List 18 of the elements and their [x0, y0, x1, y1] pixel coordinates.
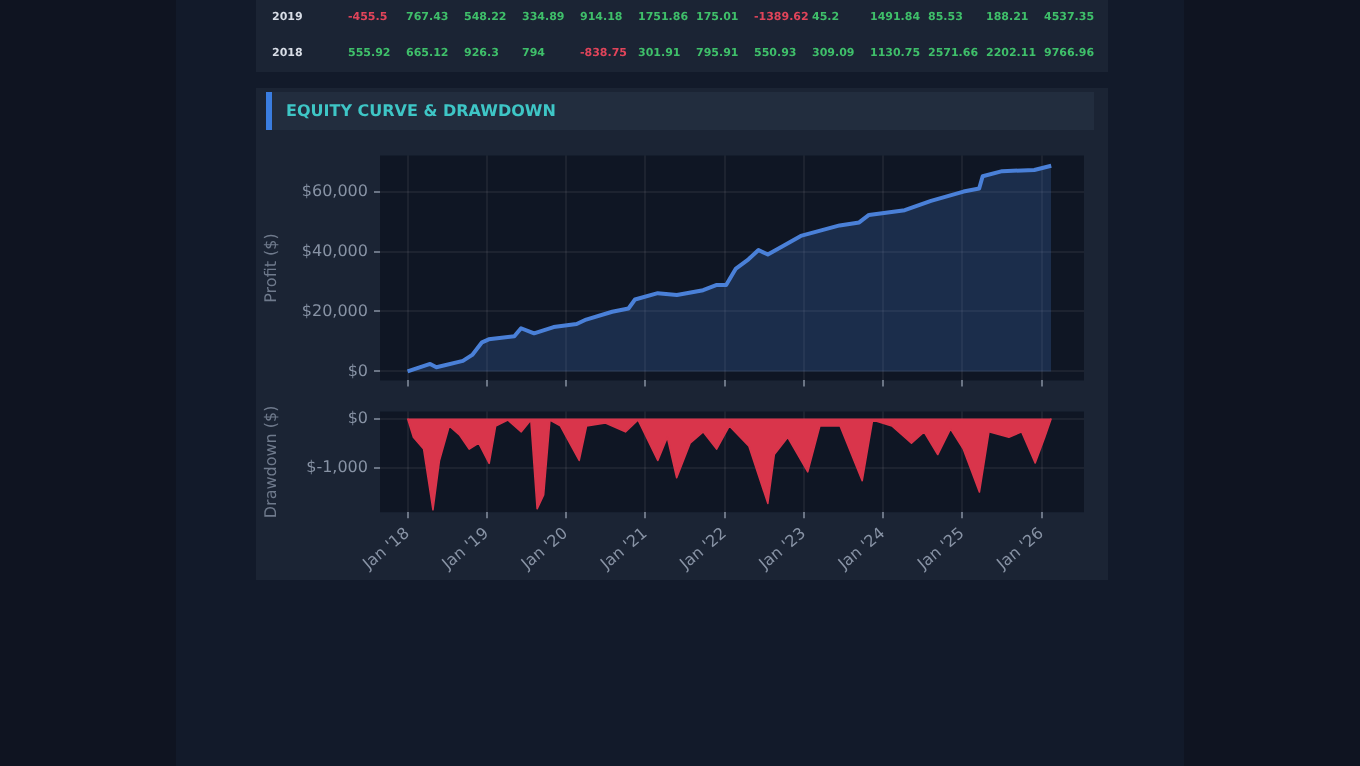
y-tick-label: $-1,000: [306, 458, 368, 476]
x-tick-label: Jan '18: [357, 524, 413, 575]
x-tick-label: Jan '24: [833, 524, 889, 575]
x-tick-label: Jan '25: [912, 524, 968, 575]
y-tick-label: $20,000: [301, 301, 368, 320]
x-tick-label: Jan '23: [754, 524, 810, 575]
x-tick-label: Jan '20: [516, 524, 572, 575]
y-tick-label: $40,000: [301, 241, 368, 260]
y-tick-label: $0: [347, 408, 368, 427]
x-tick-label: Jan '19: [437, 524, 493, 575]
y-axis-title: Drawdown ($): [261, 405, 280, 519]
y-tick-label: $60,000: [301, 181, 368, 200]
x-tick-label: Jan '21: [595, 524, 651, 575]
x-tick-label: Jan '26: [992, 524, 1047, 575]
x-tick-label: Jan '22: [674, 524, 730, 575]
y-axis-title: Profit ($): [261, 233, 280, 303]
y-tick-label: $0: [347, 361, 368, 380]
chart-title: EQUITY CURVE & DRAWDOWN: [286, 102, 556, 120]
